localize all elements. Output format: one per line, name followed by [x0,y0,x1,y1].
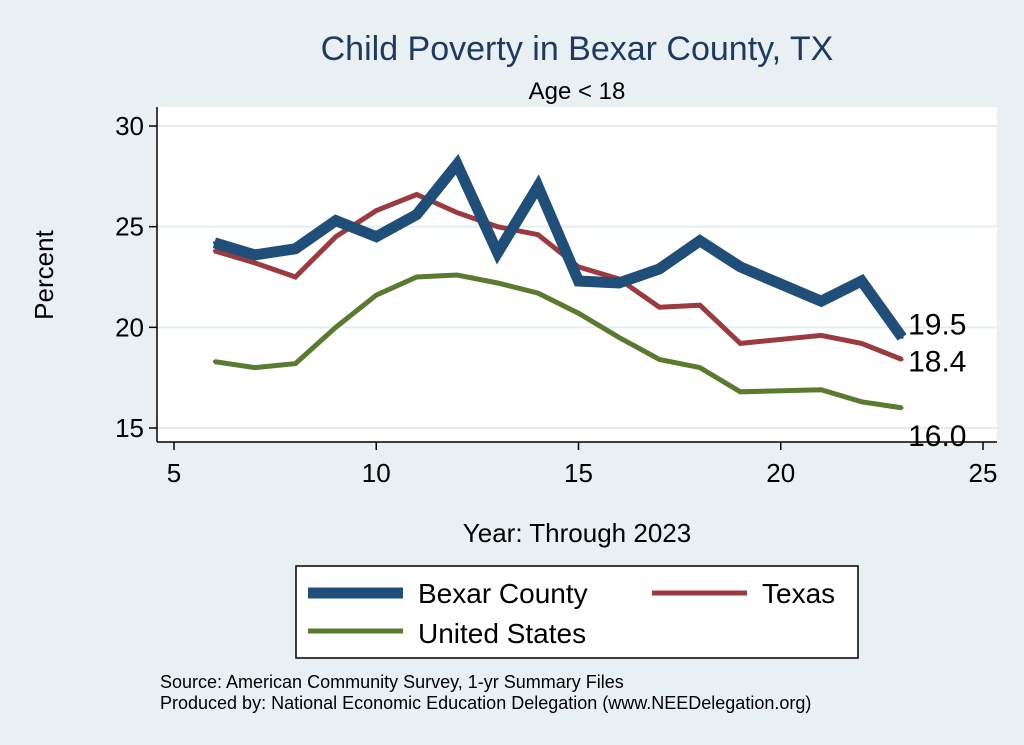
data-point-bexar-county [738,265,742,269]
data-point-texas [455,211,459,215]
data-point-united-states [698,366,702,370]
data-point-bexar-county [536,184,540,188]
end-labels: 19.5 18.4 16.0 [908,308,966,452]
legend-label-us: United States [418,618,586,649]
legend-label-texas: Texas [762,578,835,609]
data-point-texas [496,225,500,229]
data-point-bexar-county [698,239,702,243]
data-point-united-states [860,400,864,404]
data-point-united-states [212,360,216,364]
data-point-texas [738,341,742,345]
data-point-bexar-county [293,247,297,251]
produced-by-note: Produced by: National Economic Education… [160,693,811,713]
chart-subtitle: Age < 18 [529,78,626,105]
end-label-bexar-county: 19.5 [908,308,966,341]
axes: 15 20 25 30 5 10 15 20 25 [115,107,997,488]
data-point-bexar-county [900,335,904,339]
legend-box [295,565,859,659]
data-point-united-states [496,281,500,285]
data-point-bexar-county [415,213,419,217]
data-point-bexar-county [657,267,661,271]
end-label-united-states: 16.0 [908,420,966,453]
source-note: Source: American Community Survey, 1-yr … [160,672,624,692]
y-tick-label: 30 [115,111,144,141]
data-point-united-states [617,335,621,339]
data-point-bexar-county [577,279,580,283]
data-point-texas [293,275,297,279]
data-point-bexar-county [334,219,338,223]
x-tick-label: 20 [766,458,795,488]
data-point-texas [212,249,216,253]
data-point-texas [253,261,257,265]
data-point-bexar-county [496,251,500,255]
data-point-texas [334,235,338,239]
data-point-bexar-county [617,281,621,285]
grid-lines [157,125,997,429]
chart-title: Child Poverty in Bexar County, TX [321,30,834,68]
data-point-bexar-county [819,299,823,303]
data-point-united-states [900,406,904,410]
data-point-united-states [657,358,661,362]
legend-label-bexar: Bexar County [418,578,588,609]
data-point-texas [536,233,540,237]
data-point-texas [900,358,904,362]
data-point-bexar-county [253,253,257,257]
data-point-bexar-county [455,162,459,166]
x-tick-label: 15 [564,458,593,488]
data-point-united-states [374,293,378,297]
data-point-texas [657,305,661,309]
data-point-bexar-county [212,241,216,245]
y-tick-label: 15 [115,413,144,443]
y-tick-label: 20 [115,312,144,342]
data-point-bexar-county [860,279,864,283]
data-point-texas [374,209,378,213]
data-point-united-states [577,311,580,315]
x-tick-label: 25 [969,458,998,488]
data-point-texas [860,341,864,345]
data-point-united-states [293,362,297,366]
x-tick-label: 5 [167,458,181,488]
data-point-texas [415,192,419,196]
y-tick-label: 25 [115,212,144,242]
x-tick-label: 10 [362,458,391,488]
data-point-united-states [253,366,257,370]
data-point-united-states [536,291,540,295]
data-point-united-states [738,390,742,394]
series-layer [212,153,907,411]
x-axis-title: Year: Through 2023 [463,518,691,548]
data-point-united-states [819,388,823,392]
end-label-texas: 18.4 [908,346,966,379]
data-point-texas [819,333,823,337]
legend: Bexar County Texas United States [295,565,859,659]
data-point-united-states [415,275,419,279]
data-point-texas [698,303,702,307]
data-point-bexar-county [374,235,378,239]
data-point-united-states [334,325,338,329]
data-point-united-states [455,273,459,277]
y-axis-title: Percent [29,229,59,319]
